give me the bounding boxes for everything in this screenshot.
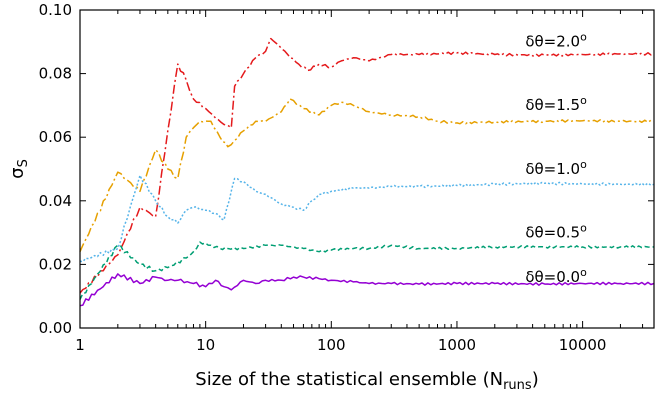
- series-label-1: δθ=1.5o: [525, 94, 587, 114]
- series-labels: δθ=2.0o δθ=1.5o δθ=1.0o δθ=0.5o δθ=0.0o: [525, 31, 587, 286]
- series-line-0: [79, 37, 655, 294]
- y-tick-label-2: 0.04: [39, 192, 72, 210]
- series-label-3: δθ=0.5o: [525, 221, 587, 241]
- series-label-0: δθ=2.0o: [525, 31, 587, 51]
- x-tick-label-3: 1000: [438, 336, 476, 354]
- y-tick-label-0: 0.00: [39, 319, 72, 337]
- y-tick-label-1: 0.02: [39, 255, 72, 273]
- y-axis-title: σS: [7, 159, 31, 179]
- series-label-4: δθ=0.0o: [525, 266, 587, 286]
- x-axis-title: Size of the statistical ensemble (Nruns): [195, 369, 538, 393]
- x-tick-label-4: 10000: [559, 336, 607, 354]
- series-line-3: [79, 241, 655, 300]
- plot-frame: [79, 9, 655, 329]
- x-tick-label-1: 10: [196, 336, 215, 354]
- series-line-1: [79, 98, 655, 253]
- x-tick-label-2: 100: [317, 336, 346, 354]
- series-layer: [79, 37, 655, 307]
- y-tick-label-3: 0.06: [39, 128, 72, 146]
- series-line-4: [79, 273, 655, 307]
- x-tick-label-0: 1: [75, 336, 85, 354]
- ticks-layer: 0.00 0.02 0.04 0.06 0.08 0.10 1 10 100 1000 10000: [39, 1, 654, 354]
- y-tick-label-4: 0.08: [39, 65, 72, 83]
- series-label-2: δθ=1.0o: [525, 158, 587, 178]
- y-tick-label-5: 0.10: [39, 1, 72, 19]
- series-line-2: [79, 174, 655, 263]
